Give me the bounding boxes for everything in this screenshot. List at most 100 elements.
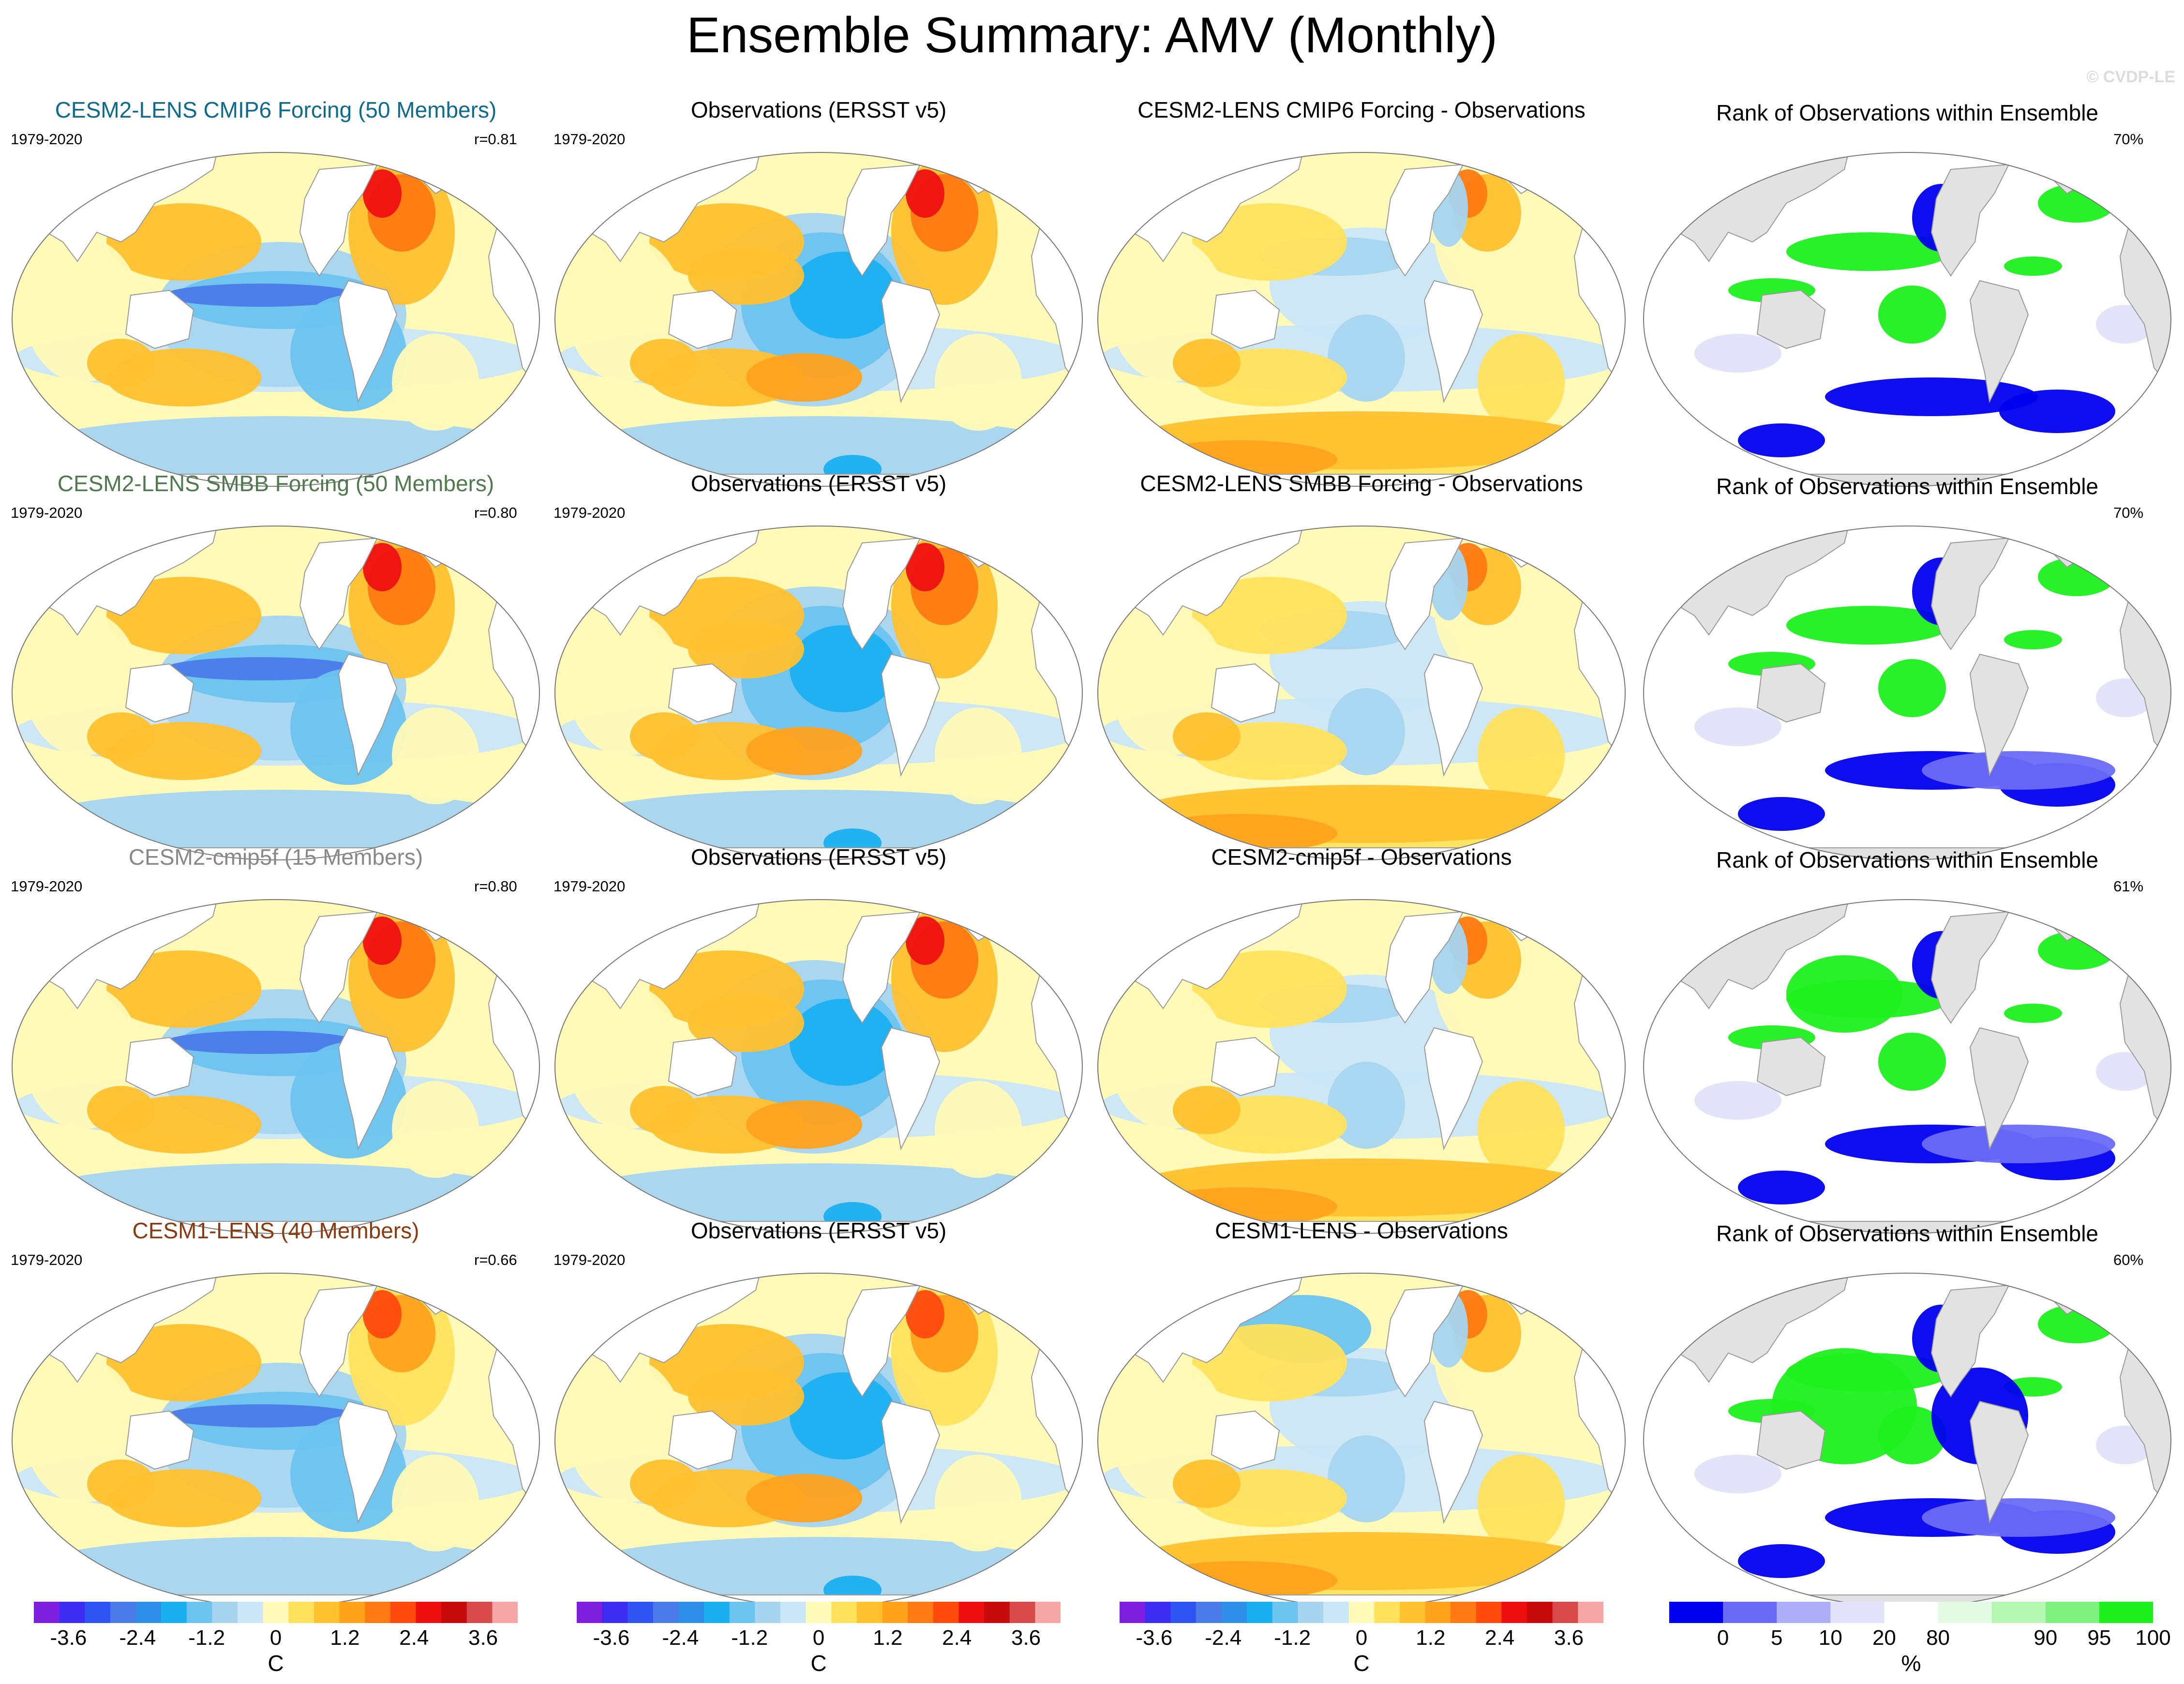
map-border	[1097, 152, 1626, 487]
contour-region	[630, 339, 698, 387]
observation-map	[554, 526, 1083, 860]
model-panel-title: CESM2-cmip5f (15 Members)	[128, 844, 423, 870]
land-mask	[1930, 164, 2010, 277]
colorbar-swatch	[1991, 1602, 2046, 1623]
land-mask	[842, 537, 921, 650]
colorbar-unit-label: %	[1901, 1651, 1921, 1676]
colorbar-swatch	[577, 1602, 603, 1623]
map-field	[555, 1273, 1082, 1607]
colorbar-swatch	[1527, 1602, 1553, 1623]
land-mask	[1930, 911, 2010, 1024]
contour-region	[1738, 1171, 1825, 1204]
land-mask	[1930, 1284, 2010, 1398]
period-label: 1979-2020	[553, 878, 626, 895]
contour-region	[2004, 630, 2062, 649]
contour-region	[1825, 377, 2038, 416]
colorbar-swatch	[1425, 1602, 1451, 1623]
colorbar-tick-label: 1.2	[1416, 1626, 1446, 1650]
rank-percent-label: 60%	[2113, 1251, 2144, 1268]
contour-region	[935, 1455, 1022, 1551]
colorbar-tick-label: 1.2	[873, 1626, 903, 1650]
contour-region	[906, 169, 944, 218]
colorbar-swatch	[416, 1602, 442, 1623]
contour-region	[790, 252, 896, 339]
contour-region	[1999, 390, 2115, 433]
map-border	[1643, 152, 2171, 487]
colorbar-swatch	[729, 1602, 755, 1623]
land-mask	[338, 280, 398, 404]
period-label: 1979-2020	[553, 131, 626, 148]
map-field	[1644, 152, 2171, 486]
colorbar-swatch	[958, 1602, 985, 1623]
contour-region	[935, 1081, 1022, 1178]
land-mask	[299, 911, 378, 1024]
contour-region	[935, 707, 1022, 804]
colorbar-tick-label: 95	[2087, 1626, 2111, 1650]
map-field	[555, 526, 1082, 860]
contour-region	[106, 950, 261, 1028]
contour-region	[1192, 577, 1347, 654]
land-mask	[1930, 537, 2010, 650]
contour-region	[790, 999, 896, 1086]
contour-region	[87, 1459, 155, 1508]
colorbar-tick-label: 20	[1872, 1626, 1896, 1650]
land-mask	[338, 1400, 398, 1524]
period-label: 1979-2020	[553, 1251, 626, 1268]
rank-percent-label: 61%	[2113, 878, 2144, 895]
colorbar-swatch	[1323, 1602, 1349, 1623]
contour-region	[165, 284, 358, 307]
colorbar-tick-label: 1.2	[330, 1626, 360, 1650]
land-mask	[1756, 289, 1826, 349]
rank-panel-title: Rank of Observations within Ensemble	[1716, 847, 2099, 872]
contour-region	[1173, 1459, 1241, 1508]
map-field	[12, 152, 539, 486]
colorbar-tick-label: 3.6	[1011, 1626, 1041, 1650]
colorbar-tick-label: -2.4	[1205, 1626, 1242, 1650]
contour-region	[1192, 203, 1347, 281]
contour-region	[165, 1031, 358, 1054]
colorbar-swatch	[1009, 1602, 1035, 1623]
contour-region	[1922, 751, 2115, 790]
contour-region	[1192, 1324, 1347, 1401]
colorbar-swatch	[806, 1602, 832, 1623]
land-mask	[125, 1037, 194, 1097]
contour-region	[630, 712, 698, 761]
map-border	[12, 899, 540, 1234]
contour-region	[1694, 1455, 1781, 1493]
contour-region	[1173, 339, 1241, 387]
land-mask	[1385, 911, 1464, 1024]
contour-region	[1328, 1062, 1405, 1149]
map-border	[1097, 899, 1626, 1234]
land-mask	[125, 1410, 194, 1470]
observation-map	[554, 899, 1083, 1234]
land-mask	[299, 164, 378, 277]
colorbar-tick-label: -1.2	[731, 1626, 768, 1650]
land-mask	[1423, 1400, 1483, 1524]
colorbar-swatch	[1170, 1602, 1197, 1623]
contour-region	[906, 917, 944, 965]
map-field	[12, 526, 539, 860]
rank-colorbar	[1669, 1602, 2153, 1623]
colorbar-swatch	[263, 1602, 289, 1623]
colorbar-tick-label: -2.4	[662, 1626, 699, 1650]
contour-region	[392, 334, 479, 431]
contour-region	[906, 1290, 944, 1338]
colorbar-swatch	[1501, 1602, 1527, 1623]
contour-region	[1786, 232, 1951, 271]
contour-region	[1192, 950, 1347, 1028]
contour-region	[1478, 334, 1565, 431]
colorbar-swatch	[628, 1602, 654, 1623]
map-border	[554, 526, 1083, 860]
contour-region	[1738, 1544, 1825, 1578]
difference-map	[1097, 526, 1626, 860]
land-mask	[299, 537, 378, 650]
period-label: 1979-2020	[11, 1251, 83, 1268]
map-field	[12, 900, 539, 1233]
contour-region	[1328, 315, 1405, 402]
contour-region	[790, 1372, 896, 1459]
rank-panel-title: Rank of Observations within Ensemble	[1716, 100, 2099, 125]
contour-region	[1738, 423, 1825, 457]
land-mask	[1385, 164, 1464, 277]
model-panel-title: CESM2-LENS SMBB Forcing (50 Members)	[57, 471, 494, 496]
observation-map	[554, 152, 1083, 487]
